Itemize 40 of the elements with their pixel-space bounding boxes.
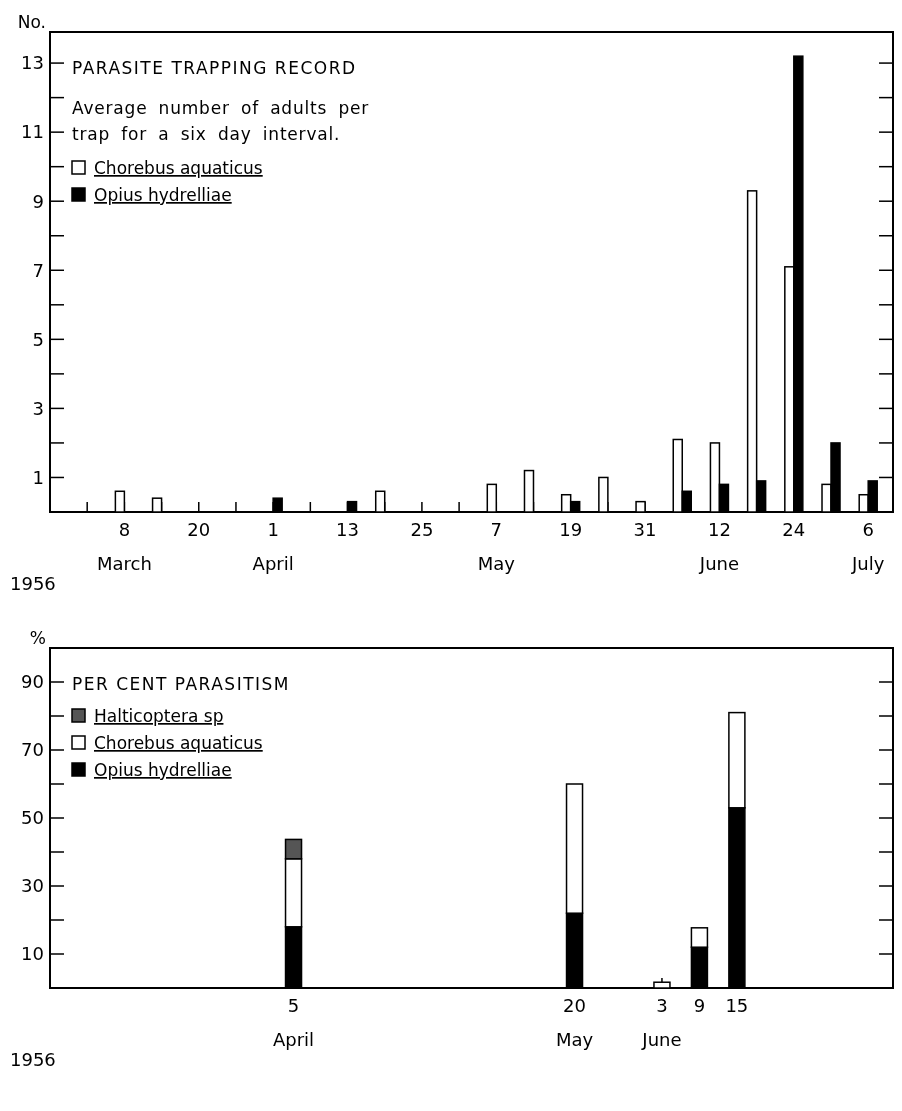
x-tick-label: 19 (559, 519, 583, 540)
x-tick-label: 3 June (641, 995, 682, 1050)
x-tick-label: 12 June (698, 519, 740, 574)
x-tick-label: 5 April (272, 995, 315, 1050)
x-tick-label: 20 May (555, 995, 594, 1050)
x-tick-label: 24 (782, 519, 806, 540)
y-tick-label: 7 (32, 259, 44, 281)
y-tick-label: 13 (21, 52, 44, 74)
y-tick-label: 50 (21, 807, 44, 829)
x-tick-label: 25 (410, 519, 434, 540)
y-tick-label: 11 (21, 121, 44, 143)
y-tick-label: 10 (21, 943, 44, 965)
x-tick-label: 31 (633, 519, 657, 540)
x-axis-title: 1956 (10, 1049, 56, 1070)
y-tick-label: 30 (21, 875, 44, 897)
y-tick-label: 1 (32, 466, 44, 488)
y-tick-label: 5 (32, 328, 44, 350)
y-axis-title: % (29, 628, 46, 648)
x-tick-label: 7 May (477, 519, 516, 574)
y-tick-label: 70 (21, 739, 44, 761)
y-tick-label: 90 (21, 671, 44, 693)
x-tick-label: 6 July (851, 519, 885, 574)
y-axis-title: No. (17, 12, 46, 32)
x-tick-label: 20 (187, 519, 211, 540)
legend-label: Halticoptera sp (94, 706, 224, 726)
x-tick-label: 15 (725, 995, 749, 1016)
legend-label: Chorebus aquaticus (94, 158, 263, 178)
x-axis-title: 1956 (10, 573, 56, 594)
x-tick-label: 9 (693, 995, 706, 1016)
text: Average number of adults per trap for a six day interval. (72, 98, 370, 144)
x-tick-label: 1 April (252, 519, 294, 574)
text: PER CENT PARASITISM (72, 674, 291, 694)
legend-label: Opius hydrelliae (94, 185, 232, 205)
y-tick-label: 9 (32, 190, 44, 212)
x-tick-label: 8 March (96, 519, 152, 574)
text: PARASITE TRAPPING RECORD (72, 58, 357, 78)
legend-label: Opius hydrelliae (94, 760, 232, 780)
legend-label: Chorebus aquaticus (94, 733, 263, 753)
y-tick-label: 3 (32, 397, 44, 419)
x-tick-label: 13 (336, 519, 359, 540)
